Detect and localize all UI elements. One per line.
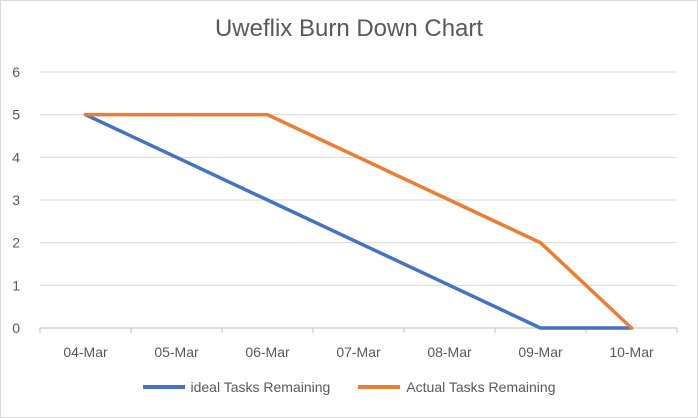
legend-label-actual: Actual Tasks Remaining	[406, 379, 556, 395]
data-point	[448, 198, 451, 202]
series-line-ideal	[83, 112, 634, 330]
series-lines	[83, 112, 634, 330]
x-tick-label: 06-Mar	[245, 344, 290, 360]
data-point	[448, 283, 451, 287]
data-point	[539, 241, 542, 245]
data-point	[357, 155, 360, 159]
y-axis-ticks: 0 1 2 3 4 5 6	[12, 64, 20, 336]
y-tick-label: 3	[12, 192, 20, 208]
x-tick-label: 09-Mar	[518, 344, 563, 360]
series-line-actual	[83, 112, 634, 330]
x-tick-label: 04-Mar	[63, 344, 108, 360]
data-point	[539, 326, 542, 330]
y-tick-label: 4	[12, 149, 20, 165]
x-tick-label: 05-Mar	[154, 344, 199, 360]
data-point	[175, 155, 178, 159]
y-tick-label: 0	[12, 320, 20, 336]
x-tick-label: 08-Mar	[427, 344, 472, 360]
x-tick-label: 10-Mar	[609, 344, 654, 360]
data-point	[357, 241, 360, 245]
data-point	[175, 113, 178, 117]
y-tick-label: 5	[12, 107, 20, 123]
legend-item-actual: Actual Tasks Remaining	[358, 379, 555, 395]
x-tick-label: 07-Mar	[336, 344, 381, 360]
legend-label-ideal: ideal Tasks Remaining	[190, 379, 331, 395]
y-tick-label: 6	[12, 64, 20, 80]
data-point	[266, 113, 269, 117]
data-point	[84, 113, 87, 117]
legend: ideal Tasks Remaining Actual Tasks Remai…	[1, 379, 697, 395]
data-point	[630, 326, 633, 330]
legend-swatch-actual	[358, 385, 401, 389]
y-tick-label: 2	[12, 235, 20, 251]
legend-swatch-ideal	[142, 385, 185, 389]
x-axis-ticks: 04-Mar 05-Mar 06-Mar 07-Mar 08-Mar 09-Mar 10-M…	[63, 344, 654, 360]
y-tick-label: 1	[12, 277, 20, 293]
gridlines	[39, 71, 678, 333]
chart-title: Uweflix Burn Down Chart	[214, 15, 484, 42]
legend-item-ideal: ideal Tasks Remaining	[142, 379, 331, 395]
data-point	[266, 198, 269, 202]
